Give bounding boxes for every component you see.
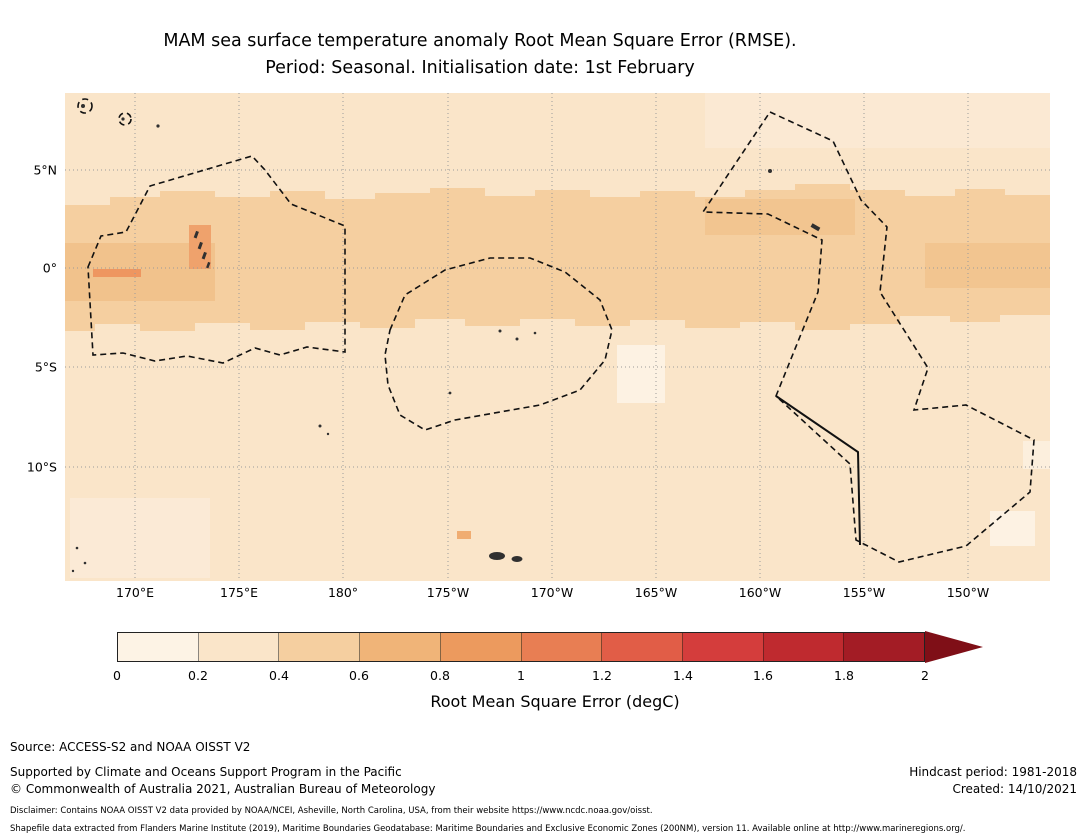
xtick-160w: 160°W [738, 585, 782, 600]
cbar-tick-18: 1.8 [834, 668, 854, 683]
ytick-5s: 5°S [34, 359, 57, 375]
xtick-175w: 175°W [426, 585, 470, 600]
colorbar-bin-2 [279, 633, 361, 661]
rmse-light-patches [70, 93, 1050, 578]
colorbar-bin-1 [198, 633, 280, 661]
xtick-150w: 150°W [946, 585, 990, 600]
xtick-170e: 170°E [115, 585, 155, 600]
colorbar-bin-5 [521, 633, 603, 661]
cbar-tick-0: 0 [113, 668, 121, 683]
cbar-tick-02: 0.2 [188, 668, 208, 683]
created-date-text: Created: 14/10/2021 [952, 782, 1077, 796]
colorbar-extend-arrow [925, 631, 983, 663]
xtick-165w: 165°W [634, 585, 678, 600]
cbar-tick-04: 0.4 [269, 668, 289, 683]
chart-title: MAM sea surface temperature anomaly Root… [0, 28, 960, 82]
eez-boundaries-dashed [77, 98, 1035, 563]
cbar-tick-08: 0.8 [430, 668, 450, 683]
chart-title-line1: MAM sea surface temperature anomaly Root… [163, 31, 797, 51]
rmse-field-base [65, 93, 1050, 581]
colorbar-bin-7 [682, 633, 764, 661]
cbar-tick-1: 1 [517, 668, 525, 683]
map-svg [65, 93, 1050, 581]
disclaimer-line-2: Shapefile data extracted from Flanders M… [10, 824, 966, 834]
support-line-1: Supported by Climate and Oceans Support … [10, 765, 402, 779]
cbar-tick-14: 1.4 [673, 668, 693, 683]
xtick-180: 180° [327, 585, 359, 600]
cbar-tick-2: 2 [921, 668, 929, 683]
chart-title-line2: Period: Seasonal. Initialisation date: 1… [265, 58, 695, 78]
eez-eastern-polygon [701, 110, 1035, 563]
colorbar-bin-3 [360, 633, 441, 661]
hindcast-period-text: Hindcast period: 1981-2018 [909, 765, 1077, 779]
ytick-10s: 10°S [26, 459, 57, 475]
colorbar-bin-6 [602, 633, 683, 661]
rmse-band-cores [65, 199, 1050, 539]
ytick-5n: 5°N [33, 162, 57, 178]
ytick-0: 0° [42, 260, 57, 276]
map-plot [65, 93, 1050, 581]
colorbar-bin-4 [440, 633, 522, 661]
island-landmasses [71, 104, 821, 573]
colorbar-bin-8 [763, 633, 845, 661]
copyright-line: © Commonwealth of Australia 2021, Austra… [10, 782, 436, 796]
colorbar [117, 632, 925, 662]
eez-small-fragment-1 [77, 98, 93, 114]
disclaimer-line-1: Disclaimer: Contains NOAA OISST V2 data … [10, 806, 653, 816]
cbar-tick-16: 1.6 [753, 668, 773, 683]
graticule-grid [65, 93, 1050, 581]
eez-small-fragment-2 [118, 112, 132, 126]
eez-western-polygon [87, 155, 346, 364]
xtick-155w: 155°W [842, 585, 886, 600]
source-text: Source: ACCESS-S2 and NOAA OISST V2 [10, 740, 251, 754]
cbar-tick-06: 0.6 [349, 668, 369, 683]
xtick-175e: 175°E [219, 585, 259, 600]
colorbar-bin-0 [118, 633, 199, 661]
xtick-170w: 170°W [530, 585, 574, 600]
cbar-tick-12: 1.2 [592, 668, 612, 683]
colorbar-label: Root Mean Square Error (degC) [430, 692, 680, 711]
eez-central-polygon [384, 257, 613, 431]
colorbar-bin-9 [844, 633, 925, 661]
boundary-solid-segment [775, 395, 861, 546]
